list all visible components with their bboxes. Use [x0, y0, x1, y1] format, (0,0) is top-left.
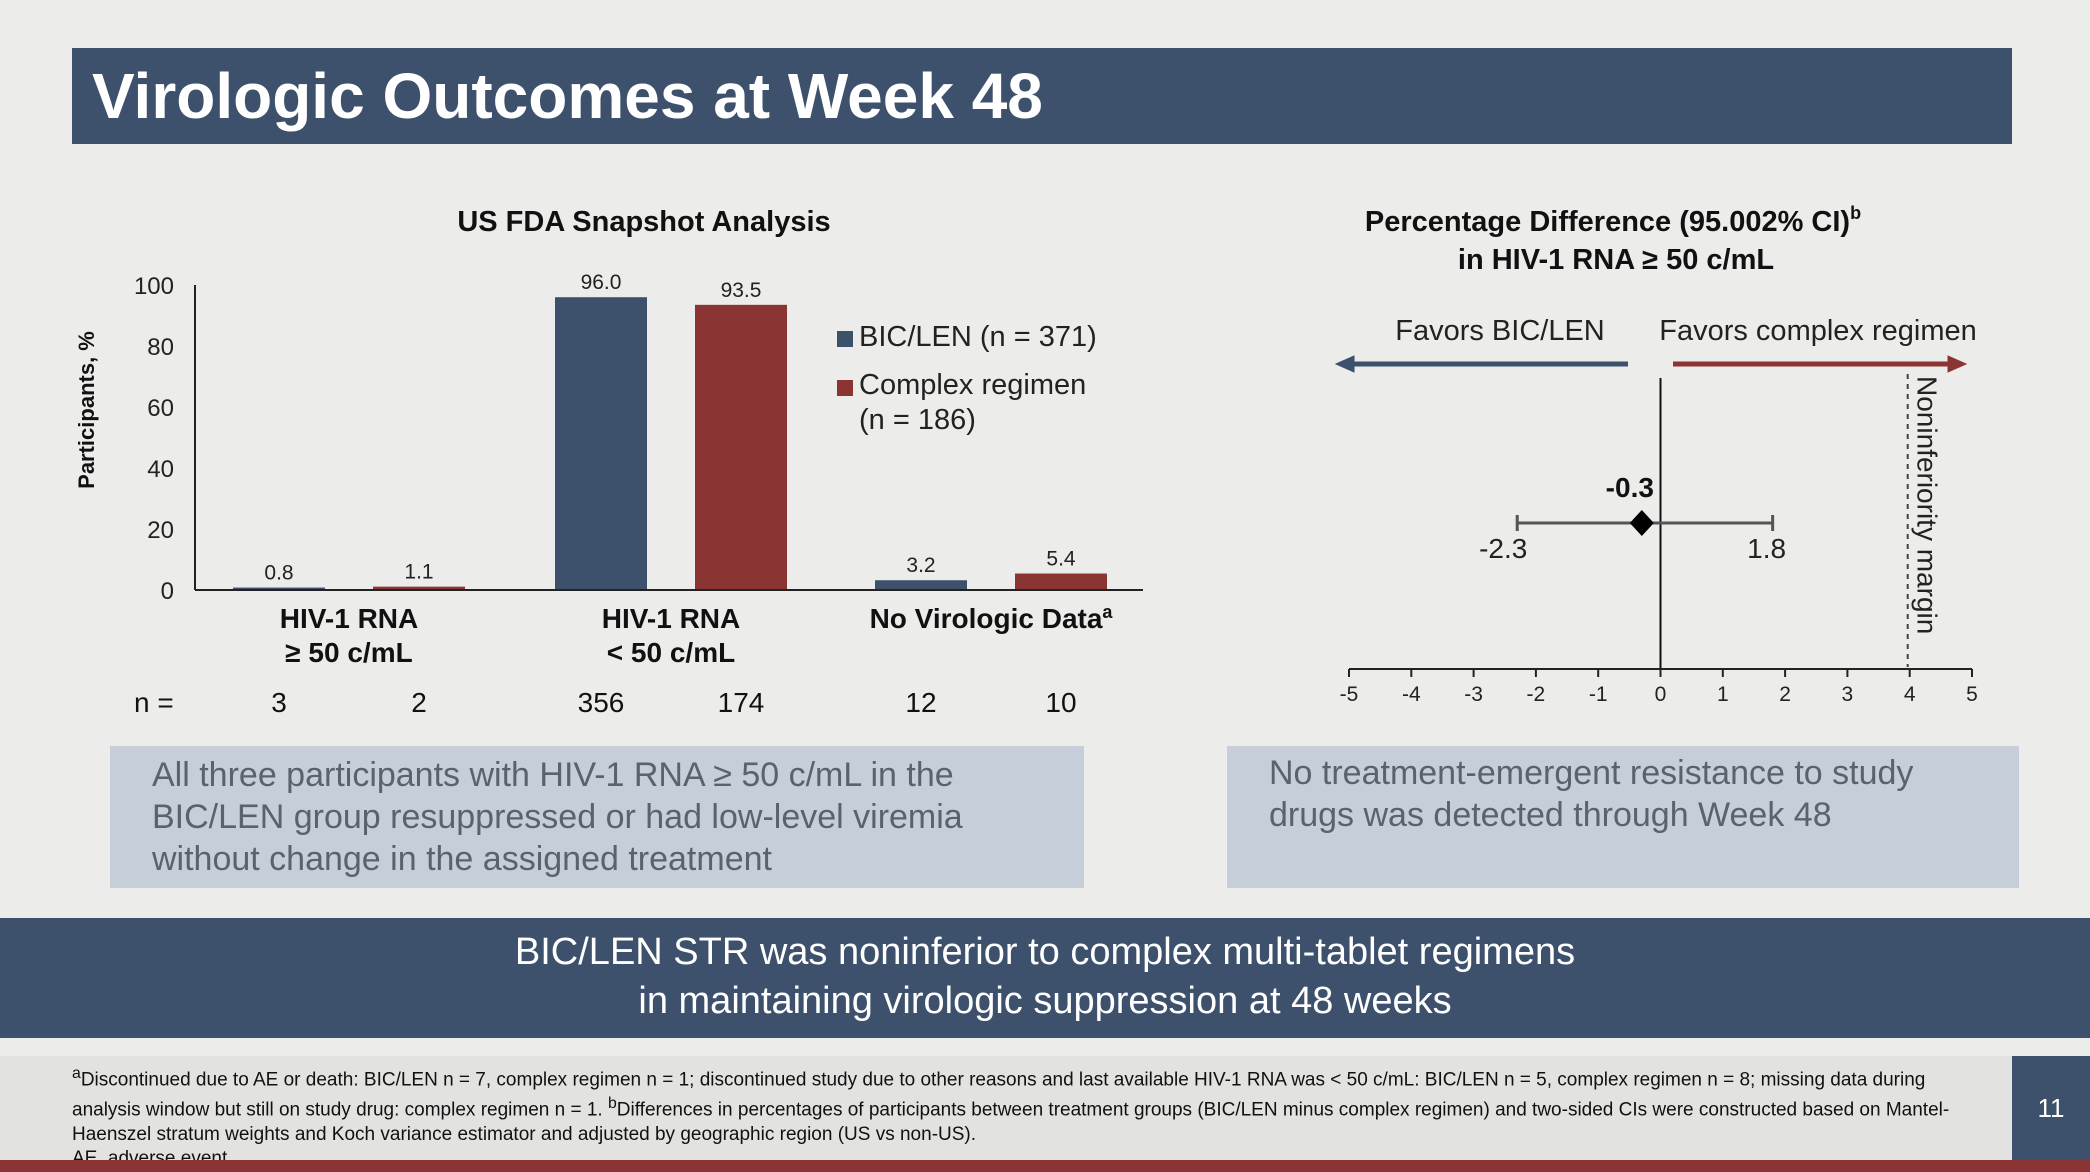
- favors-complex-arrowhead: [1947, 355, 1968, 373]
- y-axis-ticks: 0 20 40 60 80 100: [134, 273, 174, 605]
- forest-title-line2: in HIV-1 RNA ≥ 50 c/mL: [1458, 244, 1774, 276]
- conclusion-line1: BIC/LEN STR was noninferior to complex m…: [514, 931, 1576, 973]
- category-label: HIV-1 RNA: [280, 603, 418, 634]
- n-value: 356: [578, 687, 625, 718]
- n-value: 3: [271, 687, 287, 718]
- n-value: 10: [1045, 687, 1076, 718]
- favors-complex-label: Favors complex regimen: [1659, 315, 1977, 347]
- point-estimate-label: -0.3: [1606, 472, 1654, 503]
- category-label-line2: ≥ 50 c/mL: [285, 637, 412, 668]
- bar-value-label: 96.0: [581, 271, 622, 294]
- forest-tick-label: -3: [1464, 683, 1483, 706]
- y-tick-label: 100: [134, 273, 174, 300]
- bar-value-label: 1.1: [404, 561, 433, 584]
- bar-chart: US FDA Snapshot Analysis Participants, %…: [74, 206, 1143, 718]
- forest-tick-label: -1: [1589, 683, 1608, 706]
- title-bar: Virologic Outcomes at Week 48: [72, 48, 2012, 144]
- n-label: n =: [134, 687, 174, 718]
- y-tick-label: 60: [147, 395, 174, 422]
- favors-complex-arrow: [1673, 355, 1968, 373]
- bar-bic-len-1: [555, 297, 647, 590]
- forest-tick-label: 5: [1966, 683, 1978, 706]
- bar-value-label: 3.2: [906, 554, 935, 577]
- legend-swatch-bic-len: [837, 331, 853, 347]
- forest-tick-label: -5: [1340, 683, 1359, 706]
- category-label: HIV-1 RNA: [602, 603, 740, 634]
- conclusion-bar: BIC/LEN STR was noninferior to complex m…: [0, 918, 2090, 1038]
- footnote-ab: aDiscontinued due to AE or death: BIC/LE…: [72, 1062, 1952, 1147]
- legend-label-complex-n: (n = 186): [859, 404, 976, 436]
- point-estimate-marker: [1629, 510, 1654, 536]
- right-note-text: No treatment-emergent resistance to stud…: [1269, 754, 1914, 834]
- bar-value-label: 5.4: [1046, 548, 1076, 571]
- ci-high-label: 1.8: [1747, 533, 1786, 564]
- favors-bic-len-arrow: [1334, 355, 1628, 373]
- n-value: 174: [718, 687, 765, 718]
- forest-tick-label: 3: [1842, 683, 1854, 706]
- bar-series: 0.8 96.0 3.2 1.1 93.5 5.4: [233, 271, 1107, 590]
- footnote-sup-b: b: [607, 1095, 617, 1113]
- left-note-box: All three participants with HIV-1 RNA ≥ …: [110, 746, 1084, 888]
- bar-complex-2: [1015, 573, 1107, 590]
- forest-tick-label: -2: [1527, 683, 1546, 706]
- category-label-line2: < 50 c/mL: [607, 637, 735, 668]
- footnote-area: [0, 1056, 2012, 1160]
- forest-tick-label: 2: [1779, 683, 1791, 706]
- noninferiority-margin-label: Noninferiority margin: [1912, 376, 1943, 634]
- y-tick-label: 80: [147, 334, 174, 361]
- conclusion-line2: in maintaining virologic suppression at …: [638, 980, 1452, 1022]
- bar-chart-title: US FDA Snapshot Analysis: [457, 206, 830, 238]
- y-tick-label: 0: [161, 578, 174, 605]
- footnote-sup-a: a: [72, 1065, 81, 1082]
- forest-x-axis-ticks: -5 -4 -3 -2 -1 0 1 2 3 4 5: [1340, 669, 1978, 706]
- y-axis-label: Participants, %: [74, 331, 99, 489]
- forest-title-line1: Percentage Difference (95.002% CI)b: [1365, 203, 1861, 238]
- n-value: 12: [905, 687, 936, 718]
- n-value: 2: [411, 687, 427, 718]
- forest-tick-label: 0: [1655, 683, 1667, 706]
- y-tick-label: 40: [147, 456, 174, 483]
- category-label: No Virologic Dataa: [870, 602, 1114, 634]
- bar-bic-len-0: [233, 587, 325, 590]
- category-sup: a: [1102, 602, 1113, 622]
- bar-bic-len-2: [875, 580, 967, 590]
- bar-value-label: 0.8: [264, 562, 293, 585]
- footnote-a: Discontinued due to AE or death: BIC/LEN…: [72, 1069, 1926, 1121]
- bar-complex-1: [695, 304, 787, 590]
- left-note-text: All three participants with HIV-1 RNA ≥ …: [152, 756, 963, 878]
- page-number: 11: [2012, 1056, 2090, 1160]
- forest-plot: Percentage Difference (95.002% CI)b in H…: [1334, 203, 1978, 706]
- ci-low-label: -2.3: [1479, 533, 1527, 564]
- legend-label-bic-len: BIC/LEN (n = 371): [859, 321, 1097, 353]
- slide-title: Virologic Outcomes at Week 48: [92, 60, 1043, 132]
- favors-bic-len-arrowhead: [1334, 355, 1355, 373]
- favors-bic-len-label: Favors BIC/LEN: [1395, 315, 1605, 347]
- forest-tick-label: -4: [1402, 683, 1421, 706]
- legend-swatch-complex: [837, 380, 853, 396]
- y-tick-label: 20: [147, 517, 174, 544]
- legend-label-complex: Complex regimen: [859, 369, 1086, 401]
- bar-complex-0: [373, 586, 465, 590]
- bar-value-label: 93.5: [721, 279, 762, 302]
- bottom-stripe: [0, 1160, 2090, 1172]
- footnotes: aDiscontinued due to AE or death: BIC/LE…: [72, 1062, 1952, 1171]
- n-values: 3 356 12 2 174 10: [271, 687, 1076, 718]
- forest-tick-label: 1: [1717, 683, 1729, 706]
- forest-tick-label: 4: [1904, 683, 1916, 706]
- legend: BIC/LEN (n = 371) Complex regimen(n = 186…: [837, 321, 1097, 436]
- right-note-box: No treatment-emergent resistance to stud…: [1227, 746, 2019, 888]
- footnote-b: Differences in percentages of participan…: [72, 1099, 1950, 1145]
